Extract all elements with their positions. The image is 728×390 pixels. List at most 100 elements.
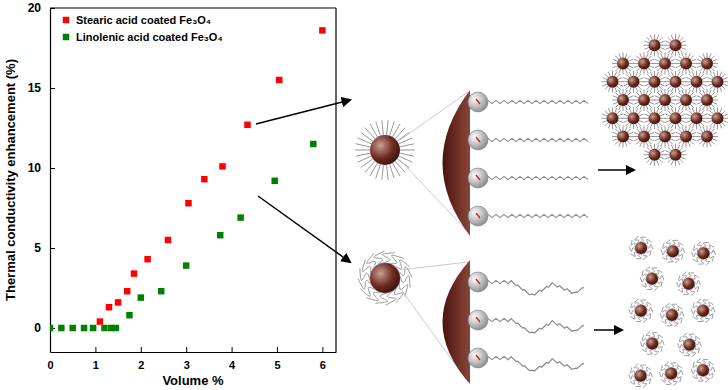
ligand	[634, 139, 639, 141]
ligand	[722, 123, 726, 127]
ligand	[696, 107, 697, 112]
ligand	[686, 52, 687, 57]
ligand	[686, 89, 687, 94]
ligand	[647, 159, 651, 163]
x-tick-mark	[141, 347, 142, 352]
ligand	[608, 87, 610, 92]
ligand	[689, 123, 693, 127]
ligand	[605, 123, 609, 127]
data-point	[183, 262, 189, 268]
legend-item: Linolenic acid coated Fe₃O₄	[63, 31, 223, 43]
ligand	[626, 74, 630, 78]
ligand	[667, 126, 669, 131]
ligand	[703, 126, 705, 131]
ligand	[669, 129, 673, 133]
ligand	[639, 121, 644, 123]
ligand	[675, 107, 676, 112]
ligand	[650, 72, 652, 77]
legend-marker	[63, 17, 69, 23]
x-tick-label: 1	[93, 359, 99, 371]
ligand	[657, 141, 661, 145]
ligand	[671, 132, 676, 134]
ligand	[707, 121, 712, 123]
ligand	[636, 68, 640, 72]
series-1	[50, 141, 317, 331]
ligand	[688, 126, 690, 131]
data-point	[113, 325, 119, 331]
nanoparticle	[358, 251, 412, 305]
ligand	[627, 141, 631, 145]
ligand	[707, 84, 712, 86]
ligand	[644, 47, 649, 49]
ligand	[707, 81, 712, 82]
x-tick: 6	[320, 347, 326, 371]
ligand	[688, 69, 690, 74]
ligand	[660, 47, 665, 49]
ligand	[618, 114, 623, 116]
particle-core	[667, 245, 679, 257]
ligand	[671, 108, 673, 113]
particle-core	[697, 364, 709, 376]
y-tick-label: 15	[28, 81, 42, 95]
ligand	[636, 141, 640, 145]
nanoparticle	[633, 89, 655, 111]
ligand	[671, 160, 673, 165]
ligand	[675, 100, 680, 101]
ligand	[636, 56, 640, 60]
ligand	[692, 102, 697, 104]
ligand	[638, 123, 642, 127]
head-group	[468, 206, 488, 226]
ligand	[617, 123, 621, 127]
ligand	[676, 139, 681, 141]
ligand	[678, 129, 682, 133]
ligand	[646, 53, 648, 58]
ligand	[665, 89, 666, 94]
ligand	[668, 123, 672, 127]
ligand	[640, 142, 642, 147]
nanoparticle	[602, 71, 624, 93]
ligand	[654, 51, 655, 56]
ligand	[669, 363, 676, 368]
ligand	[711, 141, 715, 145]
ligand	[661, 365, 665, 373]
ligand	[393, 163, 401, 176]
ligand	[659, 86, 663, 90]
ligand	[634, 102, 639, 104]
head-bond	[476, 175, 480, 180]
data-point	[165, 237, 171, 243]
nanoparticle	[623, 107, 645, 129]
ligand	[390, 164, 395, 178]
ligand	[647, 123, 651, 127]
nanoparticle	[644, 34, 666, 56]
particle-core	[670, 149, 682, 161]
ligand	[615, 68, 619, 72]
ligand	[658, 343, 662, 351]
ligand	[675, 34, 676, 39]
ligand	[707, 126, 708, 131]
ligand	[678, 35, 680, 40]
ligand	[682, 53, 684, 58]
ligand	[644, 84, 649, 86]
ligand	[677, 374, 681, 382]
particle-core	[691, 112, 703, 124]
nanoparticle	[686, 107, 708, 129]
ligand	[681, 114, 686, 116]
ligand	[707, 52, 708, 57]
data-point	[101, 325, 107, 331]
ligand	[657, 129, 661, 133]
ligand	[707, 78, 712, 80]
particle-core	[646, 337, 658, 349]
ligand	[644, 114, 649, 116]
ligand	[690, 56, 694, 60]
ligand	[696, 88, 697, 93]
ligand	[623, 81, 628, 82]
ligand	[690, 68, 694, 72]
ligand	[602, 81, 607, 82]
ligand	[665, 81, 670, 82]
ligand	[615, 108, 617, 113]
ligand	[633, 63, 638, 64]
particle-core	[607, 76, 619, 88]
ligand	[709, 370, 713, 378]
particle-core	[649, 112, 661, 124]
ligand	[678, 124, 680, 129]
